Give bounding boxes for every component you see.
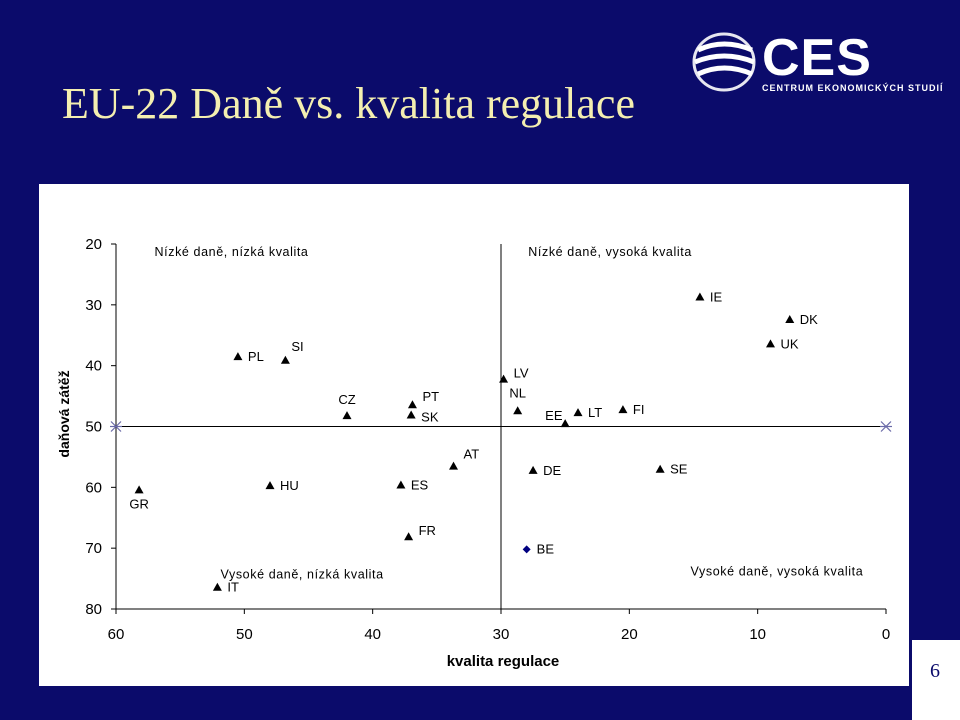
y-tick-label: 20 [85, 236, 102, 253]
data-point-gr: GR [129, 485, 149, 511]
point-label: GR [129, 496, 149, 511]
point-label: BE [537, 541, 555, 556]
triangle-marker [618, 405, 627, 413]
y-tick-label: 30 [85, 297, 102, 314]
x-tick-label: 20 [621, 626, 638, 643]
point-label: DK [800, 312, 818, 327]
x-tick-label: 0 [882, 626, 890, 643]
triangle-marker [656, 465, 665, 473]
point-label: UK [781, 336, 799, 351]
data-point-fr: FR [404, 523, 436, 540]
data-point-ie: IE [695, 290, 722, 305]
triangle-marker [408, 400, 417, 408]
point-label: EE [545, 408, 563, 423]
triangle-marker [396, 481, 405, 489]
data-point-lt: LT [574, 405, 603, 420]
x-tick-label: 30 [493, 626, 510, 643]
triangle-marker [407, 411, 416, 419]
logo-subtitle: CENTRUM EKONOMICKÝCH STUDIÍ [762, 83, 944, 93]
chart-axes: 20 30 40 50 60 70 80 60 50 40 30 20 10 0 [85, 236, 892, 643]
point-label: LV [514, 366, 529, 381]
triangle-marker [695, 293, 704, 301]
point-label: PL [248, 349, 264, 364]
scatter-chart: 20 30 40 50 60 70 80 60 50 40 30 20 10 0 Nízké daně, … [39, 184, 909, 686]
triangle-marker [404, 532, 413, 540]
data-point-sk: SK [407, 410, 439, 425]
x-tick-label: 60 [108, 626, 125, 643]
slide-title: EU-22 Daně vs. kvalita regulace [62, 78, 635, 129]
point-label: CZ [338, 392, 355, 407]
point-label: IE [710, 290, 723, 305]
x-tick-label: 10 [749, 626, 766, 643]
point-label: IT [227, 580, 239, 595]
point-label: SK [421, 410, 439, 425]
data-point-de: DE [529, 463, 562, 478]
triangle-marker [513, 406, 522, 414]
quadrant-label: Vysoké daně, vysoká kvalita [691, 565, 864, 579]
reference-end-marker [880, 422, 892, 432]
data-point-es: ES [396, 478, 428, 493]
triangle-marker [529, 466, 538, 474]
point-label: SI [291, 339, 303, 354]
triangle-marker [266, 481, 275, 489]
data-point-hu: HU [266, 478, 299, 493]
logo-wordmark: CES [762, 30, 872, 86]
y-axis-label: daňová zátěž [56, 370, 72, 457]
triangle-marker [766, 339, 775, 347]
data-point-it: IT [213, 580, 239, 595]
diamond-marker [523, 545, 531, 553]
quadrant-label: Nízké daně, vysoká kvalita [528, 245, 692, 259]
point-label: FR [419, 523, 436, 538]
point-label: SE [670, 462, 688, 477]
data-point-uk: UK [766, 336, 799, 351]
point-label: DE [543, 463, 561, 478]
triangle-marker [213, 583, 222, 591]
point-label: NL [509, 385, 526, 400]
data-point-cz: CZ [338, 392, 355, 419]
quadrant-label: Nízké daně, nízká kvalita [155, 245, 309, 259]
y-tick-label: 80 [85, 601, 102, 618]
y-tick-label: 60 [85, 479, 102, 496]
point-label: FI [633, 402, 645, 417]
x-tick-label: 50 [236, 626, 253, 643]
chart-panel: 20 30 40 50 60 70 80 60 50 40 30 20 10 0 Nízké daně, … [39, 184, 909, 686]
triangle-marker [281, 356, 290, 364]
data-point-lv: LV [499, 366, 529, 383]
data-point-ee: EE [545, 408, 570, 427]
triangle-marker [233, 352, 242, 360]
triangle-marker [449, 462, 458, 470]
point-label: HU [280, 478, 299, 493]
point-label: LT [588, 405, 602, 420]
data-point-dk: DK [785, 312, 818, 327]
data-point-be: BE [523, 541, 555, 556]
data-point-si: SI [281, 339, 304, 364]
triangle-marker [499, 375, 508, 383]
y-tick-label: 50 [85, 419, 102, 436]
x-tick-label: 40 [364, 626, 381, 643]
triangle-marker [135, 485, 144, 493]
x-axis-label: kvalita regulace [447, 653, 560, 670]
y-tick-label: 70 [85, 540, 102, 557]
triangle-marker [785, 315, 794, 323]
point-label: ES [411, 478, 429, 493]
data-point-at: AT [449, 447, 479, 470]
data-point-se: SE [656, 462, 688, 477]
point-label: PT [422, 389, 439, 404]
quadrant-labels: Nízké daně, nízká kvalita Nízké daně, vys… [155, 245, 864, 581]
y-tick-label: 40 [85, 358, 102, 375]
triangle-marker [574, 408, 583, 416]
page-number: 6 [930, 660, 940, 683]
data-point-pl: PL [233, 349, 263, 364]
data-point-fi: FI [618, 402, 644, 417]
point-label: AT [464, 447, 480, 462]
triangle-marker [343, 411, 352, 419]
data-point-nl: NL [509, 385, 526, 414]
quadrant-label: Vysoké daně, nízká kvalita [221, 568, 384, 582]
data-point-pt: PT [408, 389, 439, 408]
